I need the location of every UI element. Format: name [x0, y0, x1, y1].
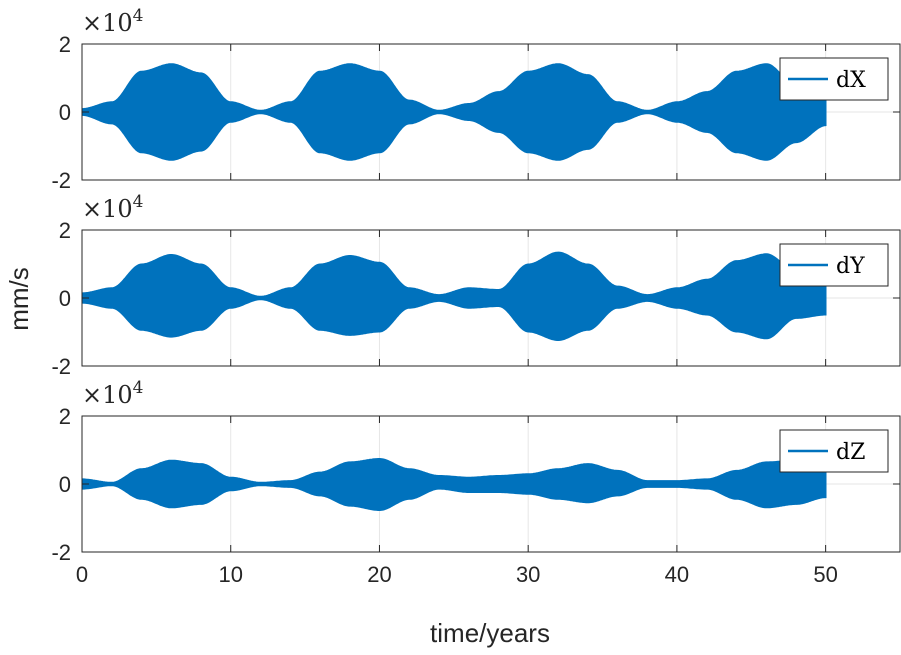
y-tick-label: 2: [59, 32, 71, 57]
legend-label: dY: [836, 254, 865, 279]
legend: dZ: [779, 429, 889, 473]
legend-label: dX: [836, 68, 866, 93]
exponent-label: ×104: [82, 192, 143, 223]
x-tick-label: 40: [665, 562, 689, 587]
y-axis-label: mm/s: [4, 267, 34, 331]
series-dY-band: [81, 251, 827, 341]
legend: dX: [779, 57, 889, 101]
subplot-1: -2 0 2 ×104 dX: [51, 6, 901, 193]
x-tick-label: 20: [367, 562, 391, 587]
legend-label: dZ: [836, 440, 865, 465]
exponent-label: ×104: [82, 6, 143, 37]
x-tick-label: 30: [516, 562, 540, 587]
y-tick-label: -2: [51, 354, 71, 379]
exponent-power: 4: [133, 6, 144, 26]
series-dX-band: [81, 63, 827, 161]
y-tick-label: 2: [59, 404, 71, 429]
exponent-power: 4: [133, 378, 144, 398]
exponent-power: 4: [133, 192, 144, 212]
y-tick-label: 0: [59, 472, 71, 497]
x-axis-label: time/years: [430, 618, 550, 648]
y-tick-label: -2: [51, 168, 71, 193]
y-tick-label: 0: [59, 100, 71, 125]
exponent-label: ×104: [82, 378, 143, 409]
y-tick-label: 0: [59, 286, 71, 311]
x-tick-label: 0: [76, 562, 88, 587]
subplot-2: -2 0 2 ×104 dY: [51, 192, 901, 379]
legend: dY: [779, 243, 889, 287]
x-tick-label: 50: [813, 562, 837, 587]
y-tick-label: 2: [59, 218, 71, 243]
x-tick-label: 10: [218, 562, 242, 587]
series-dZ-band: [81, 458, 827, 511]
y-tick-label: -2: [51, 540, 71, 565]
